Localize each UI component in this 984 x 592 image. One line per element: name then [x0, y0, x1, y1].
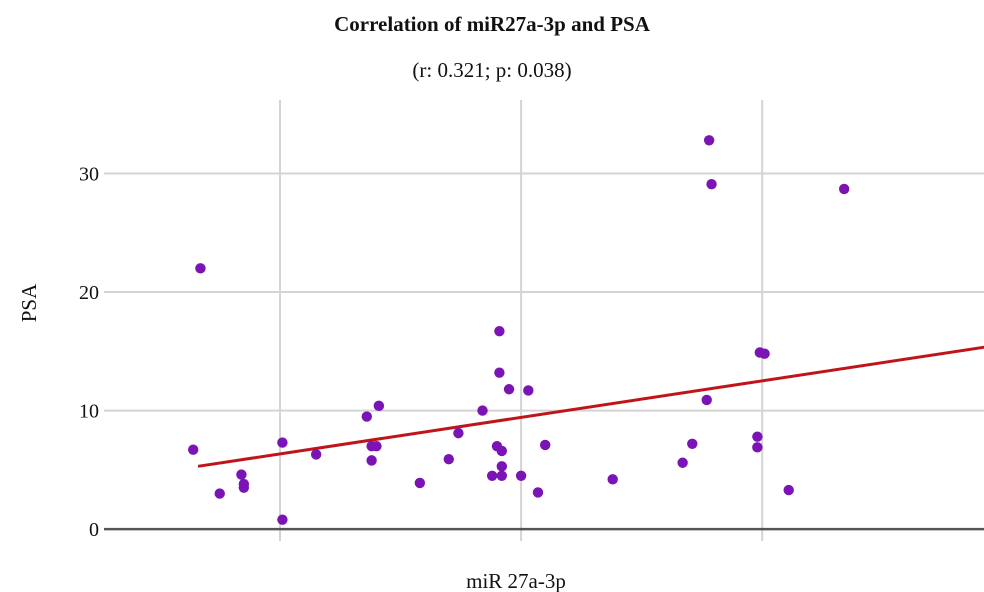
data-point — [373, 400, 385, 412]
fit-line-group — [197, 345, 984, 468]
data-point — [277, 437, 288, 448]
data-point — [414, 477, 426, 489]
data-point — [494, 325, 505, 337]
regression-line — [197, 345, 984, 468]
data-point — [523, 385, 534, 396]
data-point — [496, 445, 508, 457]
y-tick-label: 10 — [79, 401, 99, 423]
data-point — [310, 449, 322, 460]
data-point — [195, 263, 206, 274]
data-point — [838, 183, 850, 195]
data-point — [706, 178, 717, 190]
data-point — [540, 439, 551, 451]
chart-subtitle: (r: 0.321; p: 0.038) — [412, 58, 572, 82]
data-point — [515, 470, 527, 481]
x-axis-label: miR 27a-3p — [466, 569, 566, 592]
data-point — [703, 135, 715, 146]
data-point — [477, 405, 488, 416]
data-point — [532, 487, 544, 498]
y-tick-label: 20 — [79, 282, 99, 304]
data-point — [371, 440, 382, 452]
gridlines — [104, 100, 984, 541]
y-axis-label: PSA — [17, 283, 41, 322]
data-point — [759, 348, 770, 359]
data-point — [783, 484, 794, 496]
data-point — [366, 455, 377, 466]
data-point — [496, 470, 508, 481]
chart-title: Correlation of miR27a-3p and PSA — [334, 12, 650, 36]
data-point — [701, 394, 712, 406]
data-point — [361, 411, 372, 422]
data-point — [238, 482, 250, 493]
data-point — [188, 444, 199, 455]
data-points — [188, 135, 850, 525]
data-point — [752, 431, 763, 442]
y-tick-label: 0 — [89, 519, 99, 541]
data-point — [443, 454, 454, 465]
data-point — [236, 469, 247, 480]
data-point — [453, 427, 464, 439]
data-point — [687, 438, 698, 449]
data-point — [677, 457, 688, 468]
data-point — [277, 514, 288, 525]
data-point — [607, 474, 618, 485]
data-point — [503, 384, 515, 395]
data-point — [496, 461, 508, 472]
y-tick-label: 30 — [79, 164, 99, 186]
data-point — [494, 367, 505, 378]
data-point — [752, 442, 763, 453]
y-tick-labels: 0 10 20 30 — [79, 164, 99, 542]
data-point — [214, 488, 225, 499]
data-point — [486, 470, 498, 481]
